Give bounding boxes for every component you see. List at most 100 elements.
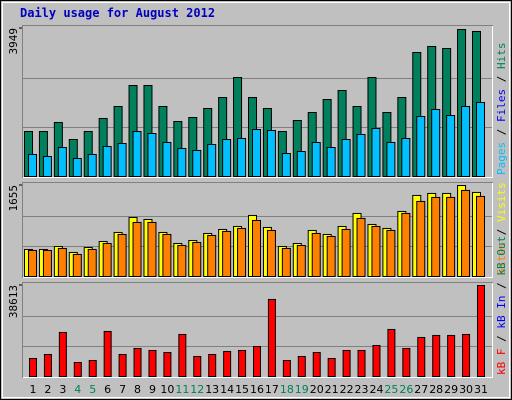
bar — [72, 253, 82, 277]
bar — [402, 347, 411, 378]
bar — [132, 221, 142, 277]
x-tick-label: 20 — [310, 383, 324, 396]
bar — [72, 157, 82, 177]
bar — [311, 141, 321, 177]
bar — [222, 230, 232, 277]
bar — [43, 353, 52, 377]
x-tick-label: 8 — [134, 383, 141, 396]
x-tick-label: 25 — [384, 383, 398, 396]
bar — [326, 235, 336, 277]
x-tick-label: 6 — [104, 383, 111, 396]
bar — [223, 350, 232, 377]
bar — [237, 227, 247, 278]
y-tick-label: 3949 — [7, 28, 20, 55]
bar — [238, 349, 247, 377]
bar — [237, 137, 247, 177]
x-tick-label: 29 — [444, 383, 458, 396]
x-tick-label: 30 — [459, 383, 473, 396]
bar — [207, 143, 217, 177]
x-tick-label: 3 — [59, 383, 66, 396]
bar — [88, 359, 97, 377]
bar — [431, 109, 441, 177]
bar — [356, 217, 366, 278]
bar — [476, 195, 485, 277]
bar — [208, 353, 217, 377]
legend: Sites / Visits — [495, 182, 508, 275]
bar — [57, 147, 67, 177]
x-tick-label: 10 — [160, 383, 174, 396]
bar — [29, 357, 37, 378]
bar — [431, 196, 441, 277]
x-tick-label: 24 — [369, 383, 383, 396]
bar — [132, 131, 142, 178]
bar — [372, 344, 381, 378]
bar — [386, 141, 396, 177]
bar — [461, 189, 471, 277]
legend: Pages / Files / Hits — [495, 43, 508, 176]
bar — [222, 139, 232, 177]
bar — [417, 336, 426, 377]
legend-entry: kB F — [495, 349, 508, 376]
bar — [462, 333, 471, 378]
bar — [117, 233, 127, 277]
x-tick-label: 15 — [235, 383, 249, 396]
x-tick-label: 26 — [399, 383, 413, 396]
bar — [266, 229, 276, 278]
bar — [252, 219, 261, 278]
bar — [28, 153, 37, 177]
bar — [73, 361, 82, 377]
bar — [341, 228, 351, 277]
bar — [162, 141, 172, 177]
legend-entry: Hits — [495, 43, 508, 70]
x-tick-label: 27 — [414, 383, 428, 396]
bar — [446, 115, 456, 177]
bar — [371, 127, 381, 177]
bar — [341, 139, 351, 177]
x-tick-label: 28 — [429, 383, 443, 396]
x-tick-label: 16 — [250, 383, 264, 396]
legend-separator: / — [495, 329, 508, 349]
x-tick-label: 23 — [355, 383, 369, 396]
x-tick-label: 17 — [265, 383, 279, 396]
legend-entry: kB Out — [495, 236, 508, 276]
bar — [163, 351, 172, 377]
bar — [432, 334, 441, 378]
bar — [356, 133, 366, 177]
x-tick-label: 22 — [340, 383, 354, 396]
x-tick-label: 7 — [119, 383, 126, 396]
bar — [192, 241, 202, 277]
bar — [103, 330, 112, 377]
x-tick-label: 9 — [149, 383, 156, 396]
bar — [42, 155, 52, 178]
legend-separator: / — [495, 222, 508, 242]
legend-entry: Files — [495, 89, 508, 122]
y-tick-label: 1655 — [7, 185, 20, 212]
bar — [296, 151, 306, 178]
bar — [386, 229, 396, 278]
x-tick-label: 19 — [295, 383, 309, 396]
bar — [387, 328, 396, 377]
bar — [371, 225, 381, 277]
bar — [297, 355, 306, 378]
bar — [118, 353, 127, 377]
bar — [102, 145, 112, 178]
bar — [296, 244, 306, 278]
bar — [357, 349, 366, 377]
bar — [401, 212, 411, 278]
x-tick-label: 4 — [74, 383, 81, 396]
bar — [193, 355, 202, 378]
legend-entry: Pages — [495, 142, 508, 175]
bar — [253, 345, 261, 378]
x-tick-label: 11 — [175, 383, 189, 396]
bar — [87, 153, 97, 177]
bar — [282, 359, 291, 377]
x-tick-label: 13 — [205, 383, 219, 396]
bar — [42, 249, 52, 278]
legend-separator: / — [495, 276, 508, 296]
bar — [117, 143, 127, 177]
bar — [416, 200, 426, 277]
x-tick-label: 2 — [44, 383, 51, 396]
chart-title: Daily usage for August 2012 — [20, 6, 215, 20]
